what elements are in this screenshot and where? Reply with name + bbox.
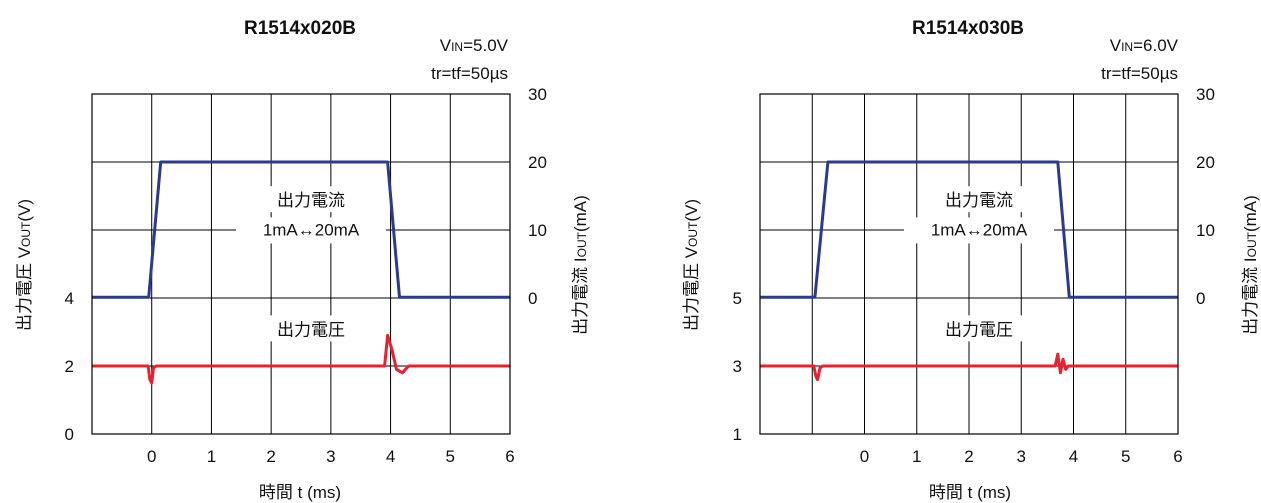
y-left-tick-label: 0 [65, 425, 74, 444]
x-tick-label: 1 [207, 447, 216, 466]
x-tick-label: 4 [386, 447, 395, 466]
y-right-tick-label: 10 [528, 221, 547, 240]
y-left-tick-label: 1 [733, 425, 742, 444]
y-right-tick-label: 10 [1196, 221, 1215, 240]
annotation-current-range: 1mA↔20mA [263, 220, 360, 239]
y-left-tick-label: 5 [733, 289, 742, 308]
plot-area-2: 出力電流 1mA↔20mA 出力電圧 0 1 2 3 4 5 6 1 3 5 0 10 20 30 [733, 85, 1215, 466]
annotation-bg [259, 315, 363, 342]
series-line-voltage [92, 333, 510, 385]
annotation-current-label: 出力電流 [277, 191, 345, 210]
condition-tr-tf-1: tr=tf=50µs [431, 64, 508, 83]
chart-title-1: R1514x020B [244, 18, 356, 39]
x-tick-label: 2 [266, 447, 275, 466]
y-left-tick-label: 2 [65, 357, 74, 376]
y-right-tick-label: 0 [528, 289, 537, 308]
y-axis-left-label-2: 出力電圧 VOUT(V) [682, 199, 701, 331]
annotation-current-label: 出力電流 [945, 191, 1013, 210]
chart-panel-1: R1514x020B VIN=5.0V tr=tf=50µs 出力電流 1mA↔2… [15, 18, 590, 502]
x-tick-label: 6 [1173, 447, 1182, 466]
y-axis-right-label-1: 出力電流 IOUT(mA) [571, 195, 590, 335]
condition-vin-1: VIN=5.0V [440, 36, 509, 55]
y-left-tick-label: 4 [65, 289, 74, 308]
x-tick-label: 0 [147, 447, 156, 466]
condition-vin-2: VIN=6.0V [1110, 36, 1179, 55]
annotation-voltage-label: 出力電圧 [277, 320, 345, 339]
chart-title-2: R1514x030B [912, 18, 1024, 39]
y-left-tick-label: 3 [733, 357, 742, 376]
plot-frame [759, 93, 1179, 435]
plot-area-1: 出力電流 1mA↔20mA 出力電圧 0 1 2 3 4 5 6 0 2 4 0 10 20 30 [65, 85, 547, 466]
y-right-tick-label: 30 [528, 85, 547, 104]
plot-frame [91, 93, 511, 435]
x-tick-label: 5 [446, 447, 455, 466]
x-tick-label: 4 [1069, 447, 1078, 466]
x-tick-label: 1 [912, 447, 921, 466]
x-axis-label-2: 時間 t (ms) [929, 483, 1011, 502]
x-tick-label: 2 [964, 447, 973, 466]
series-line-current [760, 160, 1178, 299]
y-right-tick-label: 20 [528, 153, 547, 172]
annotation-bg [927, 186, 1031, 213]
y-right-tick-label: 20 [1196, 153, 1215, 172]
chart-panel-2: R1514x030B VIN=6.0V tr=tf=50µs 出力電流 1mA↔2… [682, 18, 1260, 502]
x-tick-label: 5 [1121, 447, 1130, 466]
annotation-bg [927, 315, 1031, 342]
y-right-tick-label: 30 [1196, 85, 1215, 104]
annotation-bg [259, 186, 363, 213]
x-tick-label: 3 [326, 447, 335, 466]
series-line-voltage [760, 352, 1178, 382]
annotation-voltage-label: 出力電圧 [945, 320, 1013, 339]
condition-tr-tf-2: tr=tf=50µs [1101, 64, 1178, 83]
x-tick-label: 3 [1017, 447, 1026, 466]
annotation-bg [904, 217, 1054, 244]
y-axis-right-label-2: 出力電流 IOUT(mA) [1241, 195, 1260, 335]
annotation-current-range: 1mA↔20mA [931, 220, 1028, 239]
annotation-bg [236, 217, 386, 244]
x-axis-label-1: 時間 t (ms) [259, 483, 341, 502]
series-line-current [92, 160, 510, 299]
x-tick-label: 0 [860, 447, 869, 466]
y-axis-left-label-1: 出力電圧 VOUT(V) [15, 199, 34, 331]
y-right-tick-label: 0 [1196, 289, 1205, 308]
x-tick-label: 6 [505, 447, 514, 466]
